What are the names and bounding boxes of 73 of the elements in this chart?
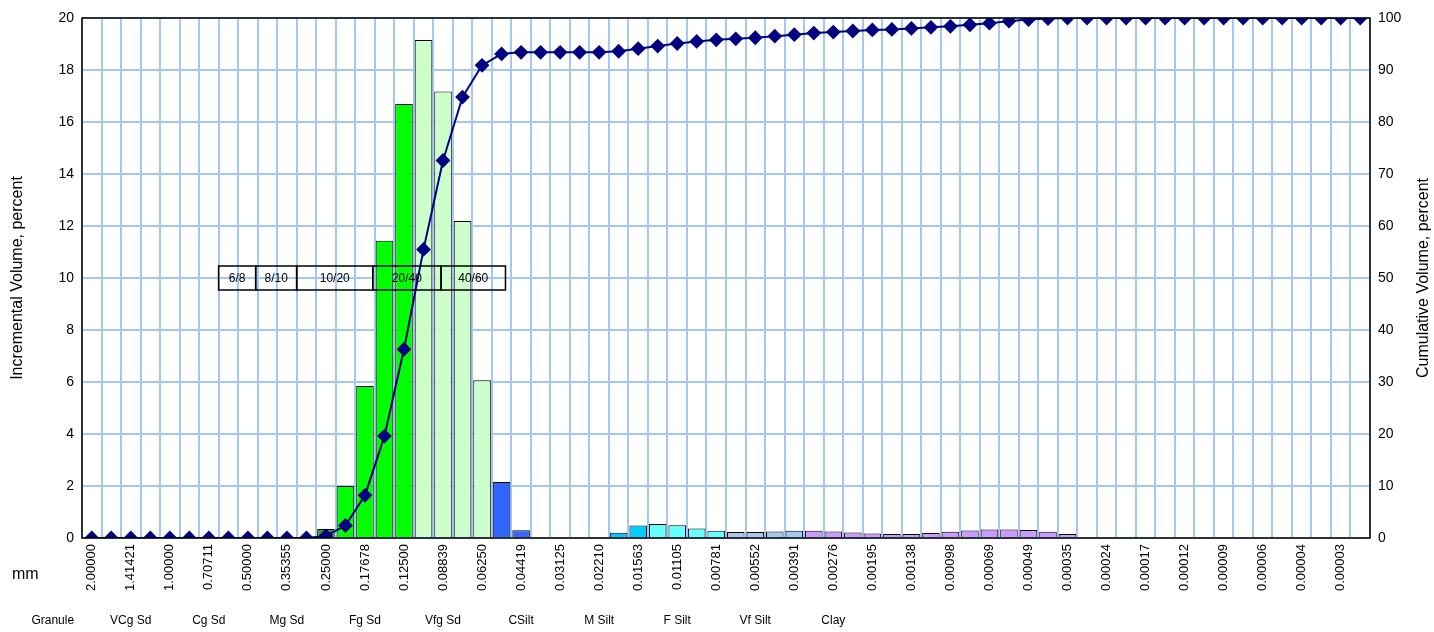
y2-axis-title: Cumulative Volume, percent bbox=[1414, 177, 1432, 379]
y2-tick-label: 90 bbox=[1378, 60, 1394, 77]
x-tick-label: 0.00009 bbox=[1215, 544, 1231, 591]
y-tick-label: 6 bbox=[66, 372, 75, 389]
y-tick-label: 2 bbox=[66, 476, 75, 493]
text: Fg Sd bbox=[348, 613, 381, 628]
x-tick-label: 0.00012 bbox=[1176, 544, 1192, 591]
text: CSilt bbox=[508, 613, 535, 628]
x-tick-label: 2.00000 bbox=[83, 544, 99, 591]
x-tick-label: 0.35355 bbox=[278, 544, 294, 591]
y2-tick-label: 60 bbox=[1378, 216, 1394, 233]
x-tick-label: 0.00006 bbox=[1254, 544, 1270, 591]
x-tick-label: 0.00069 bbox=[981, 544, 997, 591]
x-tick-label: 0.00098 bbox=[942, 544, 957, 591]
y2-tick-label: 50 bbox=[1378, 268, 1394, 285]
y2-tick-label: 20 bbox=[1378, 424, 1394, 441]
x-tick-label: 0.00138 bbox=[902, 544, 918, 591]
x-tick-label: 0.03125 bbox=[551, 544, 567, 591]
x-tick-label: 0.01563 bbox=[629, 544, 645, 591]
x-tick-label: 0.70711 bbox=[200, 544, 216, 591]
y2-tick-label: 80 bbox=[1378, 112, 1394, 129]
x-tick-label: 0.00017 bbox=[1137, 544, 1153, 591]
annotation: 8/10 bbox=[264, 270, 289, 285]
text: Clay bbox=[821, 613, 846, 628]
y-tick-label: 10 bbox=[58, 268, 75, 285]
x-axis-title: mm bbox=[12, 565, 39, 583]
y-tick-label: 16 bbox=[58, 112, 75, 129]
x-tick-label: 0.12500 bbox=[395, 544, 411, 591]
y2-tick-label: 30 bbox=[1378, 372, 1394, 389]
x-tick-label: 0.00781 bbox=[707, 544, 723, 591]
text: Granule bbox=[31, 613, 75, 628]
x-tick-label: 0.00024 bbox=[1098, 544, 1114, 591]
text: M Silt bbox=[584, 613, 615, 628]
x-tick-label: 0.08839 bbox=[434, 544, 450, 591]
y-axis-title: Incremental Volume, percent bbox=[8, 175, 26, 380]
x-tick-label: 0.01105 bbox=[668, 544, 684, 591]
x-tick-label: 0.02210 bbox=[590, 544, 606, 591]
y-tick-label: 14 bbox=[58, 164, 75, 181]
y2-tick-label: 70 bbox=[1378, 164, 1394, 181]
x-tick-label: 0.04419 bbox=[512, 544, 528, 591]
text: VCg Sd bbox=[110, 613, 152, 628]
text: Vf Silt bbox=[739, 613, 772, 628]
x-tick-label: 0.50000 bbox=[239, 544, 255, 591]
y-tick-label: 20 bbox=[58, 8, 75, 25]
y2-tick-label: 10 bbox=[1378, 476, 1394, 493]
y-tick-label: 12 bbox=[58, 216, 75, 233]
annotation: 10/20 bbox=[319, 270, 351, 285]
text: F Silt bbox=[663, 613, 692, 628]
y-tick-label: 18 bbox=[58, 60, 75, 77]
text: Vfg Sd bbox=[425, 613, 462, 628]
y2-tick-label: 0 bbox=[1378, 528, 1386, 545]
x-tick-label: 0.00552 bbox=[746, 544, 762, 591]
x-tick-label: 0.17678 bbox=[356, 544, 372, 591]
x-tick-label: 0.00195 bbox=[863, 544, 879, 591]
y2-tick-label: 40 bbox=[1378, 320, 1394, 337]
annotation: 6/8 bbox=[228, 270, 246, 285]
x-tick-label: 0.00003 bbox=[1332, 544, 1348, 591]
y-tick-label: 0 bbox=[66, 528, 75, 545]
x-tick-label: 0.00049 bbox=[1020, 544, 1036, 591]
x-tick-label: 0.00276 bbox=[824, 544, 840, 591]
y-tick-label: 4 bbox=[66, 424, 75, 441]
y2-tick-label: 100 bbox=[1378, 8, 1402, 25]
annotation: 40/60 bbox=[458, 270, 489, 285]
x-tick-label: 0.06250 bbox=[473, 544, 489, 591]
x-tick-label: 0.00035 bbox=[1059, 544, 1075, 591]
text: Mg Sd bbox=[269, 613, 305, 628]
x-tick-label: 1.00000 bbox=[161, 544, 177, 591]
x-tick-label: 0.25000 bbox=[317, 544, 333, 591]
x-tick-label: 0.00391 bbox=[785, 544, 801, 591]
x-tick-label: 1.41421 bbox=[122, 544, 138, 591]
y-tick-label: 8 bbox=[66, 320, 75, 337]
text: Cg Sd bbox=[192, 613, 226, 628]
x-tick-label: 0.00004 bbox=[1293, 544, 1309, 591]
